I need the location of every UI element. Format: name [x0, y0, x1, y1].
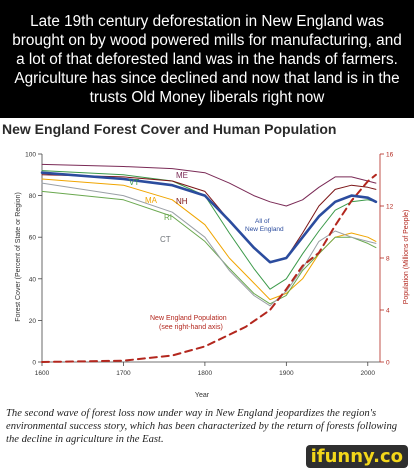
y-axis-right-label: Population (Millions of People)	[403, 210, 410, 305]
y-tick-label: 60	[29, 235, 37, 242]
label-me: ME	[176, 171, 188, 180]
y-tick-label: 20	[29, 318, 37, 325]
y-tick-label: 100	[25, 152, 36, 159]
x-tick-label: 1900	[279, 370, 294, 377]
label-nh: NH	[176, 197, 188, 206]
label-all-ne-2: New England	[245, 226, 284, 233]
x-tick-label: 2000	[361, 370, 376, 377]
label-pop-1: New England Population	[150, 315, 227, 322]
series-line-ma	[41, 178, 377, 301]
y-tick-label: 80	[29, 193, 37, 200]
series-labels: ME VT MA NH RI CT All of New England New…	[129, 171, 284, 331]
ifunny-watermark: ifunny.co	[305, 445, 408, 468]
x-tick-label: 1800	[198, 370, 213, 377]
label-vt: VT	[129, 178, 139, 187]
y-tick-label: 0	[32, 360, 36, 367]
label-ri: RI	[164, 213, 172, 222]
series-line-me	[41, 163, 377, 207]
y-tick-label: 40	[29, 276, 37, 283]
y-right-tick-label: 8	[386, 256, 390, 263]
x-axis-label: Year	[195, 392, 210, 399]
meme-caption: Late 19th century deforestation in New E…	[0, 0, 414, 118]
chart-title: New England Forest Cover and Human Popul…	[2, 121, 337, 137]
figure-caption: The second wave of forest loss now under…	[6, 408, 398, 445]
y-right-tick-label: 16	[386, 152, 394, 159]
y-axis-label: Forest Cover (Percent of State or Region…	[15, 192, 22, 322]
label-ma: MA	[145, 196, 158, 205]
series-line-ri	[41, 190, 377, 305]
series-line-all-of-new-england	[40, 171, 378, 264]
y-right-tick-label: 4	[386, 308, 390, 315]
series-line-new-england-population-see-right-hand-axis	[41, 173, 377, 363]
x-tick-label: 1600	[35, 370, 50, 377]
label-pop-2: (see right-hand axis)	[159, 324, 223, 331]
y-right-tick-label: 0	[386, 360, 390, 367]
series-layer	[40, 163, 378, 363]
y-right-tick-label: 12	[386, 204, 394, 211]
chart-axes: 0 20 40 60 80 100 0 4 8 12 16 1600 1700 1800 1900 2000	[25, 152, 393, 378]
label-all-ne-1: All of	[255, 218, 270, 225]
x-tick-label: 1700	[116, 370, 131, 377]
label-ct: CT	[160, 235, 171, 244]
series-line-nh	[41, 174, 377, 263]
